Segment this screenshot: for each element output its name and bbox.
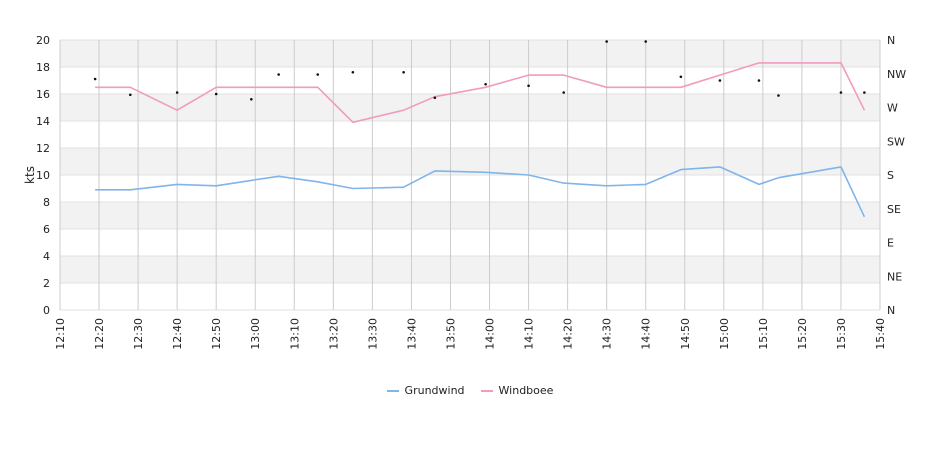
direction-point — [777, 94, 780, 97]
x-tick-label: 13:50 — [444, 318, 457, 350]
y-tick-label: 6 — [43, 223, 50, 236]
y-tick-label: 18 — [36, 61, 50, 74]
x-tick-label: 12:10 — [54, 318, 67, 350]
x-tick-label: 14:30 — [601, 318, 614, 350]
direction-point — [718, 79, 722, 82]
y-tick-label: 0 — [43, 304, 50, 317]
legend-label-windboee: Windboee — [498, 384, 554, 397]
y2-tick-label: N — [887, 304, 895, 317]
y-axis-label: kts — [23, 166, 37, 184]
direction-point — [402, 70, 405, 74]
x-tick-label: 12:40 — [171, 318, 184, 350]
x-tick-label: 15:30 — [835, 318, 848, 350]
direction-point — [562, 91, 566, 94]
direction-point — [484, 82, 487, 86]
y2-axis-ticks: N NE E SE S SW W NW N — [887, 34, 906, 317]
y2-tick-label: NE — [887, 270, 902, 283]
plot-band — [60, 256, 880, 283]
series-line-grundwind — [95, 166, 866, 218]
direction-point — [757, 79, 761, 82]
x-axis-ticks: 12:10 12:20 12:30 12:40 12:50 13:00 13:10 13:20… — [54, 318, 887, 350]
x-tick-label: 13:20 — [327, 318, 340, 350]
series-line-windboee — [95, 62, 866, 124]
x-tick-label: 15:10 — [757, 318, 770, 350]
y-tick-label: 2 — [43, 277, 50, 290]
direction-point — [679, 75, 683, 79]
direction-point — [644, 40, 648, 43]
grid — [59, 39, 881, 311]
direction-point — [316, 73, 320, 76]
x-tick-label: 14:20 — [562, 318, 575, 350]
x-tick-label: 15:40 — [874, 318, 887, 350]
y-tick-label: 12 — [36, 142, 50, 155]
direction-point — [351, 70, 355, 74]
x-tick-label: 13:30 — [366, 318, 379, 350]
y-tick-label: 4 — [43, 250, 50, 263]
direction-point — [175, 91, 179, 94]
y2-tick-label: SE — [887, 203, 901, 216]
direction-point — [527, 84, 530, 88]
y-axis-ticks: 0 2 4 6 8 10 12 14 16 18 20 — [36, 34, 50, 317]
y2-tick-label: NW — [887, 68, 906, 81]
y-tick-label: 14 — [36, 115, 50, 128]
series-layer — [95, 62, 866, 218]
direction-point — [93, 77, 97, 81]
direction-point — [214, 92, 218, 96]
direction-points — [93, 40, 866, 101]
plot-band — [60, 202, 880, 229]
direction-point — [839, 91, 843, 94]
direction-point — [250, 97, 253, 101]
x-tick-label: 13:10 — [288, 318, 301, 350]
x-tick-label: 14:00 — [484, 318, 497, 350]
legend-item-grundwind[interactable]: Grundwind — [386, 384, 465, 397]
legend: Grundwind Windboee — [0, 384, 940, 397]
x-tick-label: 15:00 — [718, 318, 731, 350]
y2-tick-label: N — [887, 34, 895, 47]
legend-item-windboee[interactable]: Windboee — [480, 384, 554, 397]
direction-point — [605, 40, 608, 43]
plot-band — [60, 40, 880, 67]
direction-point — [128, 93, 132, 97]
y-tick-label: 20 — [36, 34, 50, 47]
x-tick-label: 12:30 — [132, 318, 145, 350]
y-tick-label: 8 — [43, 196, 50, 209]
y2-tick-label: E — [887, 237, 894, 250]
direction-point — [277, 73, 280, 76]
direction-point — [433, 96, 437, 100]
y2-tick-label: W — [887, 102, 898, 115]
x-tick-label: 12:20 — [93, 318, 106, 350]
x-tick-label: 13:40 — [405, 318, 418, 350]
x-tick-label: 15:20 — [796, 318, 809, 350]
plot-band — [60, 148, 880, 175]
x-tick-label: 12:50 — [210, 318, 223, 350]
legend-label-grundwind: Grundwind — [404, 384, 465, 397]
x-tick-label: 14:10 — [523, 318, 536, 350]
y2-tick-label: S — [887, 169, 894, 182]
y-tick-label: 10 — [36, 169, 50, 182]
y2-tick-label: SW — [887, 135, 905, 148]
legend-swatch-windboee — [480, 389, 493, 392]
x-tick-label: 13:00 — [249, 318, 262, 350]
y-tick-label: 16 — [36, 88, 50, 101]
legend-swatch-grundwind — [386, 389, 399, 392]
direction-point — [863, 91, 866, 94]
x-tick-label: 14:50 — [679, 318, 692, 350]
x-tick-label: 14:40 — [640, 318, 653, 350]
